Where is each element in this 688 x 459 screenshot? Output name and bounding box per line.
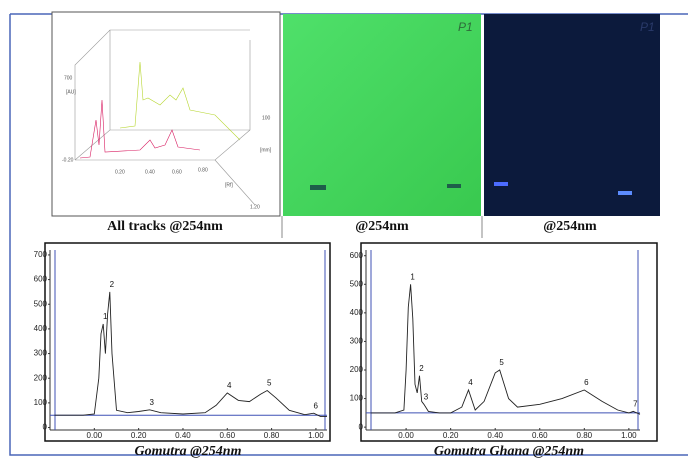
x-tick-label: 0.60 bbox=[532, 431, 548, 440]
peak-label: 1 bbox=[410, 272, 415, 281]
peak-label: 7 bbox=[633, 400, 638, 409]
spot bbox=[447, 184, 461, 188]
surface-label: [AU] bbox=[66, 89, 76, 95]
peak-label: 6 bbox=[313, 401, 318, 410]
y-tick-label: 600 bbox=[350, 251, 364, 260]
x-tick-label: 0.80 bbox=[264, 431, 280, 440]
x-tick-label: 0.20 bbox=[443, 431, 459, 440]
y-tick-label: 400 bbox=[350, 308, 364, 317]
y-tick-label: 300 bbox=[350, 337, 364, 346]
y-tick-label: 100 bbox=[350, 394, 364, 403]
surface-label: 0.80 bbox=[198, 167, 208, 173]
peak-label: 2 bbox=[419, 364, 424, 373]
y-tick-label: 200 bbox=[350, 365, 364, 374]
peak-label: 1 bbox=[103, 312, 108, 321]
surface-label: 100 bbox=[262, 115, 271, 121]
peak-label: 5 bbox=[267, 379, 272, 388]
chart-frame bbox=[45, 243, 330, 441]
surface-label: [mm] bbox=[260, 147, 272, 153]
y-tick-label: 0 bbox=[43, 423, 48, 432]
x-tick-label: 1.00 bbox=[621, 431, 637, 440]
y-tick-label: 400 bbox=[34, 324, 48, 333]
y-tick-label: 100 bbox=[34, 398, 48, 407]
x-tick-label: 1.00 bbox=[308, 431, 324, 440]
x-tick-label: 0.80 bbox=[577, 431, 593, 440]
peak-label: 3 bbox=[424, 392, 429, 401]
x-tick-label: 0.40 bbox=[487, 431, 503, 440]
peak-label: 4 bbox=[468, 378, 473, 387]
y-tick-label: 0 bbox=[359, 422, 364, 431]
chart-frame bbox=[361, 243, 657, 441]
photo-mark: P1 bbox=[458, 20, 473, 34]
y-tick-label: 700 bbox=[34, 250, 48, 259]
surface-plot-panel bbox=[52, 12, 280, 216]
surface-label: 0.20 bbox=[115, 169, 125, 175]
caption: All tracks @254nm bbox=[107, 219, 223, 234]
uv-plate-photo bbox=[484, 14, 660, 216]
spot bbox=[618, 191, 632, 195]
x-tick-label: 0.00 bbox=[87, 431, 103, 440]
caption: @254nm bbox=[543, 219, 597, 234]
y-tick-label: 600 bbox=[34, 275, 48, 284]
x-tick-label: 0.20 bbox=[131, 431, 147, 440]
x-tick-label: 0.40 bbox=[175, 431, 191, 440]
peak-label: 5 bbox=[499, 358, 504, 367]
peak-label: 3 bbox=[149, 398, 154, 407]
peak-label: 2 bbox=[110, 280, 115, 289]
y-tick-label: 500 bbox=[34, 299, 48, 308]
surface-label: [Rf] bbox=[225, 182, 233, 188]
y-tick-label: 300 bbox=[34, 349, 48, 358]
spot bbox=[494, 182, 508, 186]
surface-label: 1.20 bbox=[250, 204, 260, 210]
peak-label: 4 bbox=[227, 381, 232, 390]
spot bbox=[310, 185, 326, 190]
y-tick-label: 200 bbox=[34, 373, 48, 382]
caption: @254nm bbox=[355, 219, 409, 234]
caption: Gomutra @254nm bbox=[135, 444, 242, 459]
y-tick-label: 500 bbox=[350, 279, 364, 288]
caption: Gomutra Ghana @254nm bbox=[434, 444, 584, 459]
figure: P1 P1 All tracks @254nm @254nm @254nm 70… bbox=[0, 0, 688, 459]
surface-label: -0.20 bbox=[62, 157, 74, 163]
x-tick-label: 0.00 bbox=[398, 431, 414, 440]
surface-label: 0.60 bbox=[172, 169, 182, 175]
photo-mark: P1 bbox=[640, 20, 655, 34]
x-tick-label: 0.60 bbox=[219, 431, 235, 440]
peak-label: 6 bbox=[584, 378, 589, 387]
surface-label: 0.40 bbox=[145, 169, 155, 175]
surface-label: 700 bbox=[64, 75, 73, 81]
